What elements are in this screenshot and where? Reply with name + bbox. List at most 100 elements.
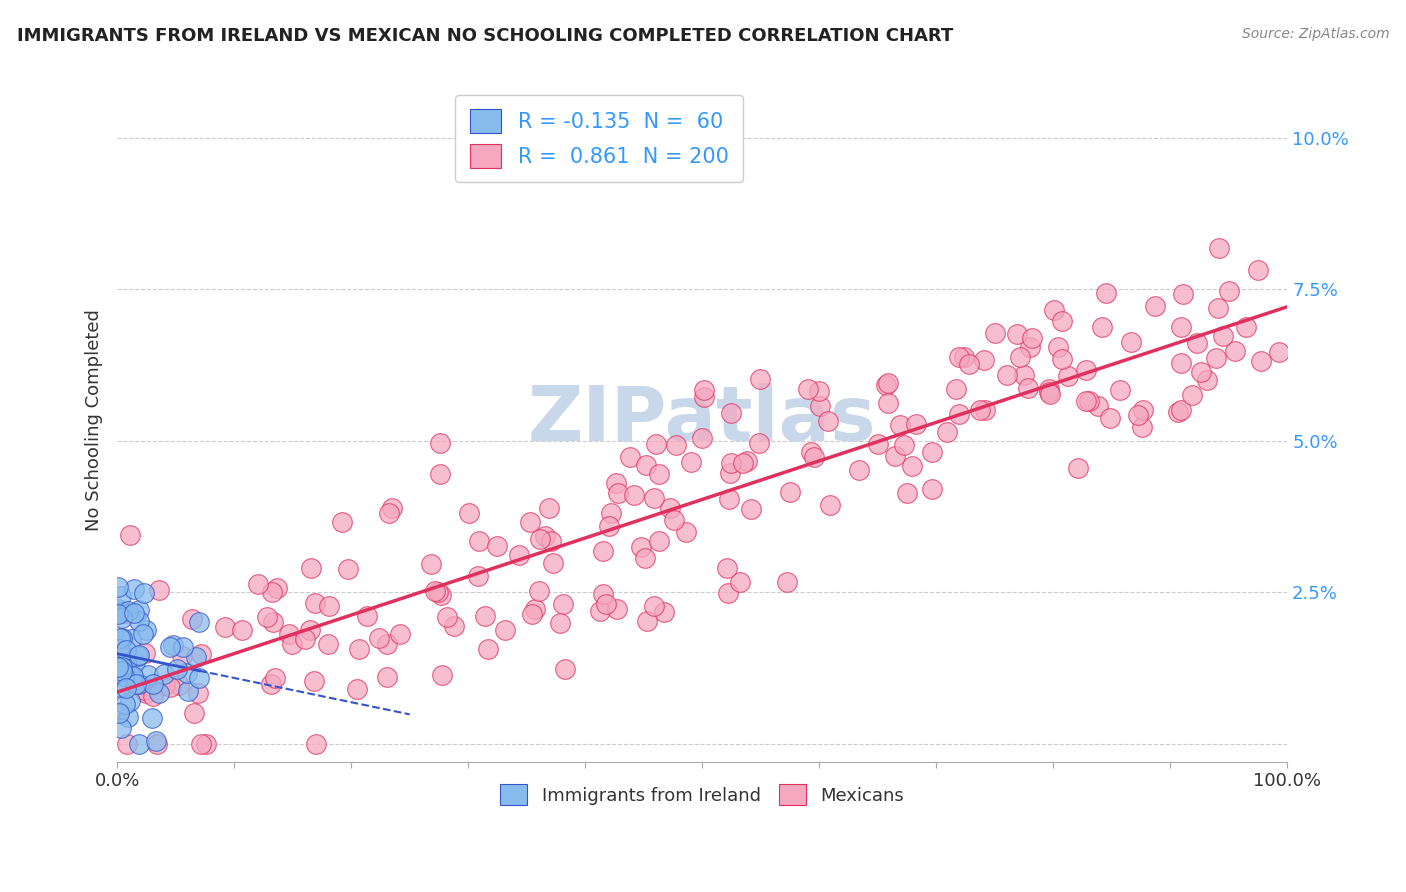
Point <box>187 686 209 700</box>
Point <box>1171 287 1194 301</box>
Point <box>135 623 157 637</box>
Point <box>733 456 755 470</box>
Text: Source: ZipAtlas.com: Source: ZipAtlas.com <box>1241 27 1389 41</box>
Point <box>974 403 997 417</box>
Point <box>159 680 181 694</box>
Point <box>148 686 170 700</box>
Point <box>848 462 870 476</box>
Point <box>332 515 354 529</box>
Point <box>1091 319 1114 334</box>
Point <box>1046 340 1069 354</box>
Point <box>134 586 156 600</box>
Point <box>136 668 159 682</box>
Point <box>190 648 212 662</box>
Point <box>128 614 150 628</box>
Point <box>318 637 340 651</box>
Point <box>111 632 134 647</box>
Point <box>893 437 915 451</box>
Point <box>948 407 970 421</box>
Point <box>111 660 134 674</box>
Point <box>304 737 326 751</box>
Point <box>134 682 156 697</box>
Point <box>740 502 762 516</box>
Point <box>634 550 657 565</box>
Point <box>589 604 612 618</box>
Point <box>107 580 129 594</box>
Point <box>108 705 131 719</box>
Point <box>131 626 153 640</box>
Point <box>973 353 995 368</box>
Point <box>427 585 450 599</box>
Point <box>420 557 443 571</box>
Point <box>776 574 799 589</box>
Point <box>606 601 628 615</box>
Point <box>995 368 1018 383</box>
Text: ZIPatlas: ZIPatlas <box>527 383 876 457</box>
Point <box>120 694 142 708</box>
Point <box>884 450 907 464</box>
Point <box>110 611 132 625</box>
Point <box>141 711 163 725</box>
Point <box>748 436 770 450</box>
Point <box>875 378 897 392</box>
Point <box>716 561 738 575</box>
Point <box>658 500 681 515</box>
Point <box>190 737 212 751</box>
Point <box>256 610 278 624</box>
Point <box>111 605 134 619</box>
Point <box>665 438 688 452</box>
Point <box>153 678 176 692</box>
Point <box>1250 354 1272 368</box>
Point <box>429 435 451 450</box>
Point <box>690 431 713 445</box>
Point <box>337 562 360 576</box>
Point <box>606 485 628 500</box>
Point <box>107 660 129 674</box>
Point <box>889 418 911 433</box>
Point <box>1018 340 1040 354</box>
Point <box>477 641 499 656</box>
Point <box>159 640 181 655</box>
Point <box>1144 299 1167 313</box>
Point <box>429 467 451 481</box>
Point <box>1212 328 1234 343</box>
Point <box>1012 368 1035 382</box>
Point <box>548 616 571 631</box>
Point <box>529 532 551 546</box>
Point <box>1038 382 1060 396</box>
Point <box>1008 350 1031 364</box>
Point <box>128 603 150 617</box>
Point <box>111 631 134 645</box>
Point <box>128 676 150 690</box>
Point <box>135 685 157 699</box>
Point <box>122 668 145 682</box>
Point <box>662 513 685 527</box>
Point <box>730 574 752 589</box>
Point <box>318 599 340 614</box>
Point <box>1223 344 1246 359</box>
Point <box>346 682 368 697</box>
Point <box>1205 351 1227 365</box>
Point <box>648 467 671 481</box>
Point <box>817 414 839 428</box>
Point <box>259 677 281 691</box>
Point <box>114 698 136 712</box>
Point <box>1052 314 1074 328</box>
Point <box>1208 242 1230 256</box>
Point <box>375 637 398 651</box>
Point <box>1247 263 1270 277</box>
Point <box>1234 320 1257 334</box>
Point <box>107 602 129 616</box>
Point <box>1167 404 1189 418</box>
Point <box>1074 394 1097 409</box>
Point <box>984 326 1007 341</box>
Point <box>554 663 576 677</box>
Point <box>108 706 131 720</box>
Point <box>1095 285 1118 300</box>
Point <box>945 382 967 396</box>
Point <box>1076 363 1098 377</box>
Point <box>1170 319 1192 334</box>
Point <box>388 626 411 640</box>
Point <box>114 656 136 670</box>
Point <box>429 588 451 602</box>
